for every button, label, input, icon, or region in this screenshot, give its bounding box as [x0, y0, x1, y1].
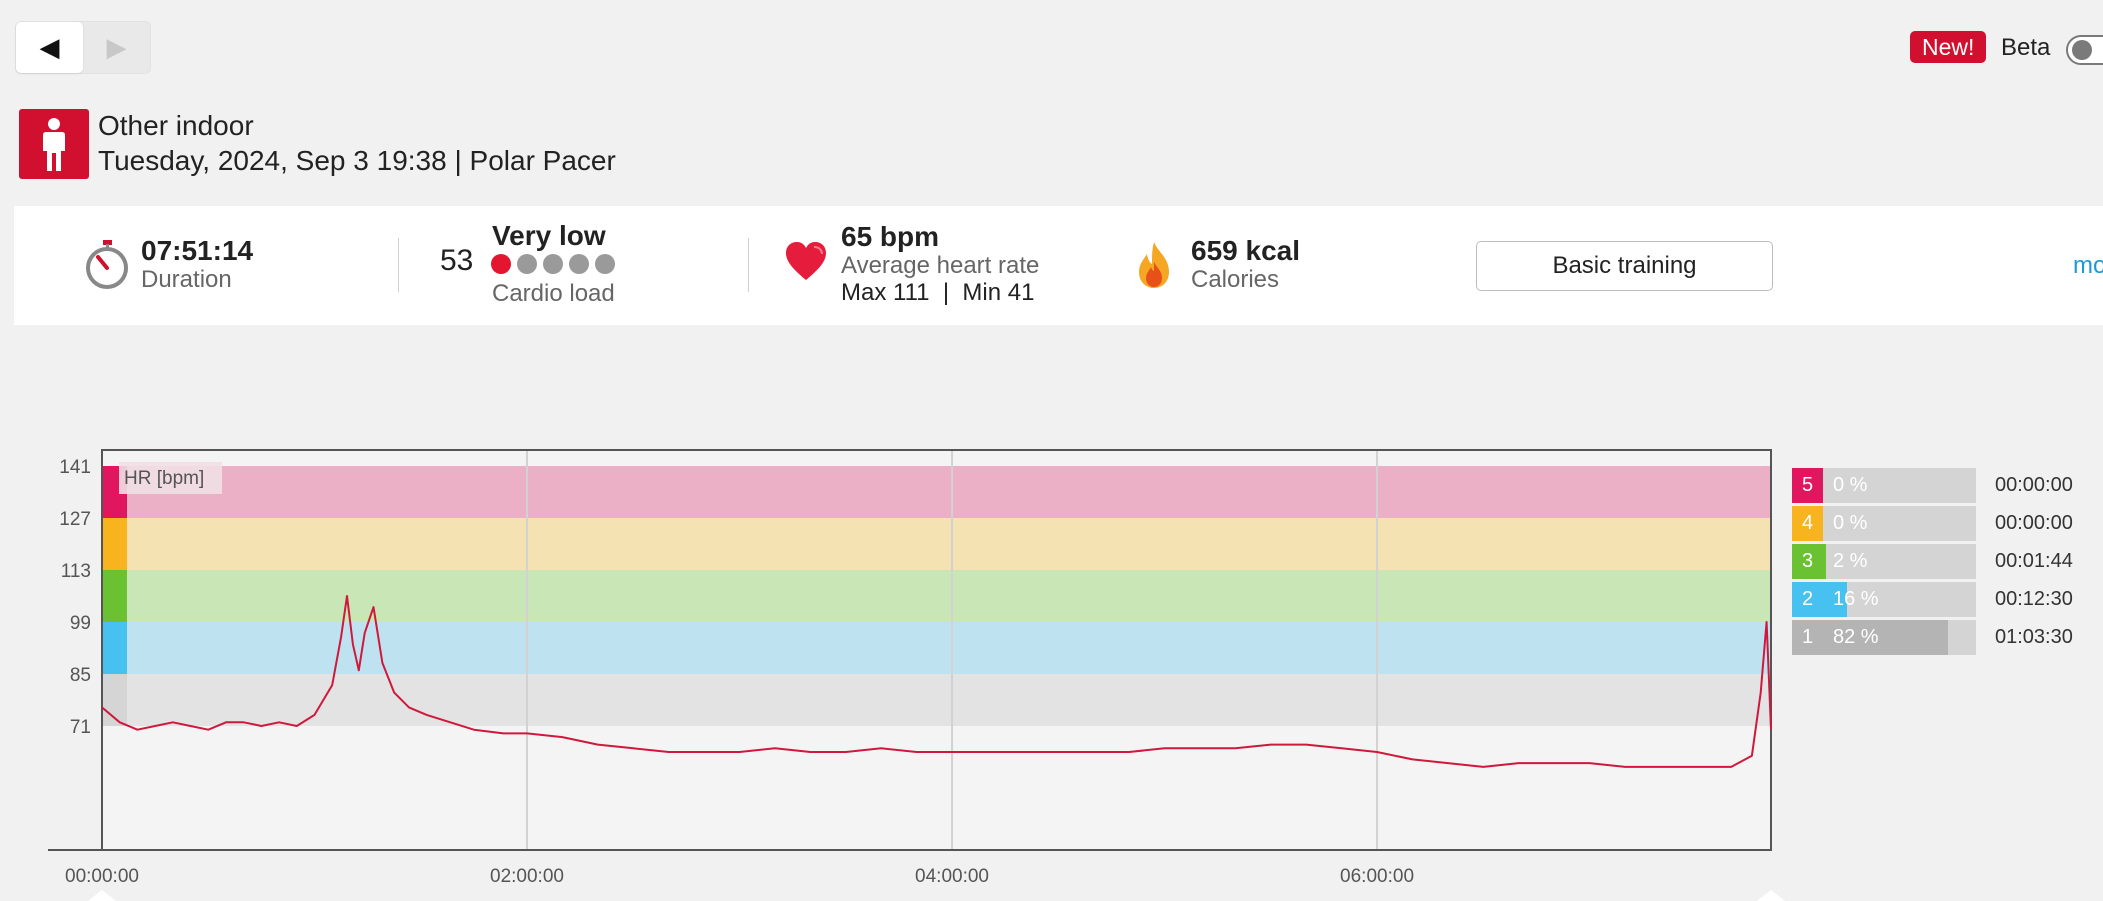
zone-number: 2	[1792, 582, 1823, 617]
heart-rate-max-min: Max 111 | Min 41	[841, 279, 1035, 306]
sport-name: Other indoor	[98, 110, 254, 141]
triangle-left-icon: ◀	[39, 32, 60, 62]
x-tick-label: 04:00:00	[915, 866, 989, 887]
zone-time: 01:03:30	[1995, 626, 2073, 648]
hr-zone-band-3	[102, 570, 1771, 622]
hr-zone-marker-3	[102, 570, 127, 622]
zone-time: 00:00:00	[1995, 512, 2073, 534]
cardio-load-dot	[491, 254, 511, 274]
beta-label: Beta	[2001, 34, 2051, 61]
zone-row-4: 4 0 %	[1792, 506, 1976, 541]
cardio-load-level: Very low	[492, 220, 606, 251]
zone-bar-fill	[1823, 582, 1848, 617]
cardio-load-label: Cardio load	[492, 280, 615, 307]
cardio-load-dot	[569, 254, 589, 274]
cardio-load-value: 53	[440, 244, 474, 277]
avg-heart-rate-label: Average heart rate	[841, 252, 1040, 279]
next-session-button[interactable]: ▶	[83, 22, 150, 73]
hr-zone-band-1	[102, 674, 1771, 726]
zone-percent: 2 %	[1833, 550, 1868, 572]
hr-zone-band-4	[102, 518, 1771, 570]
cardio-load-dot	[517, 254, 537, 274]
basic-training-button[interactable]: Basic training	[1476, 241, 1773, 291]
x-tick-label: 06:00:00	[1340, 866, 1414, 887]
zone-number: 5	[1792, 468, 1823, 503]
range-handle-end	[1757, 890, 1785, 901]
series-label-box	[119, 462, 222, 494]
more-link[interactable]: mo	[2073, 252, 2103, 279]
cardio-load-dots	[491, 254, 621, 276]
y-tick-label: 71	[70, 717, 91, 738]
session-info: Tuesday, 2024, Sep 3 19:38 | Polar Pacer	[98, 145, 616, 176]
duration-value: 07:51:14	[141, 235, 254, 266]
hr-zone-marker-2	[102, 622, 127, 674]
separator	[398, 238, 399, 292]
calories-value: 659 kcal	[1191, 235, 1300, 266]
zone-bar-fill	[1823, 544, 1827, 579]
zone-row-1: 1 82 %	[1792, 620, 1976, 655]
separator	[748, 238, 749, 292]
hr-zone-band-5	[102, 466, 1771, 518]
cardio-load-dot	[543, 254, 563, 274]
zone-number: 1	[1792, 620, 1823, 655]
zone-time: 00:00:00	[1995, 474, 2073, 496]
zone-percent: 0 %	[1833, 474, 1868, 496]
zone-number: 3	[1792, 544, 1823, 579]
range-handle-start	[88, 890, 116, 901]
zone-bar: 16 %	[1823, 582, 1976, 617]
zone-time: 00:01:44	[1995, 550, 2073, 572]
hr-zone-band-2	[102, 622, 1771, 674]
y-tick-label: 113	[61, 561, 91, 582]
duration-label: Duration	[141, 266, 232, 293]
triangle-right-icon: ▶	[106, 32, 127, 62]
heart-icon	[784, 240, 828, 289]
y-tick-label: 127	[59, 509, 91, 530]
session-nav: ◀ ▶	[15, 21, 151, 74]
summary-bar	[14, 206, 2103, 325]
previous-session-button[interactable]: ◀	[16, 22, 83, 73]
cardio-load-dot	[595, 254, 615, 274]
y-tick-label: 99	[70, 613, 91, 634]
zone-row-5: 5 0 %	[1792, 468, 1976, 503]
toggle-knob	[2072, 40, 2092, 60]
stopwatch-icon	[84, 238, 130, 295]
new-badge: New!	[1910, 31, 1987, 63]
x-tick-label: 00:00:00	[65, 866, 139, 887]
zone-bar-fill	[1823, 620, 1949, 655]
beta-toggle[interactable]	[2066, 35, 2103, 65]
zone-number: 4	[1792, 506, 1823, 541]
zone-row-3: 3 2 %	[1792, 544, 1976, 579]
zone-bar: 82 %	[1823, 620, 1976, 655]
zone-percent: 0 %	[1833, 512, 1868, 534]
person-standing-icon	[19, 109, 89, 179]
series-label: HR [bpm]	[124, 468, 204, 489]
calories-label: Calories	[1191, 266, 1280, 293]
avg-heart-rate-value: 65 bpm	[841, 221, 940, 252]
y-tick-label: 141	[59, 457, 91, 478]
x-tick-label: 02:00:00	[490, 866, 564, 887]
zone-percent: 82 %	[1833, 626, 1879, 648]
zone-bar: 2 %	[1823, 544, 1976, 579]
hr-zone-marker-4	[102, 518, 127, 570]
zone-percent: 16 %	[1833, 588, 1879, 610]
zone-time: 00:12:30	[1995, 588, 2073, 610]
flame-icon	[1136, 240, 1172, 295]
zone-bar: 0 %	[1823, 506, 1976, 541]
y-tick-label: 85	[70, 665, 91, 686]
hr-line	[101, 595, 1772, 768]
zone-row-2: 2 16 %	[1792, 582, 1976, 617]
zone-bar: 0 %	[1823, 468, 1976, 503]
heart-rate-chart[interactable]: 00:00:00 02:00:00 04:00:00 06:00:00 141 127 11…	[0, 440, 1790, 901]
